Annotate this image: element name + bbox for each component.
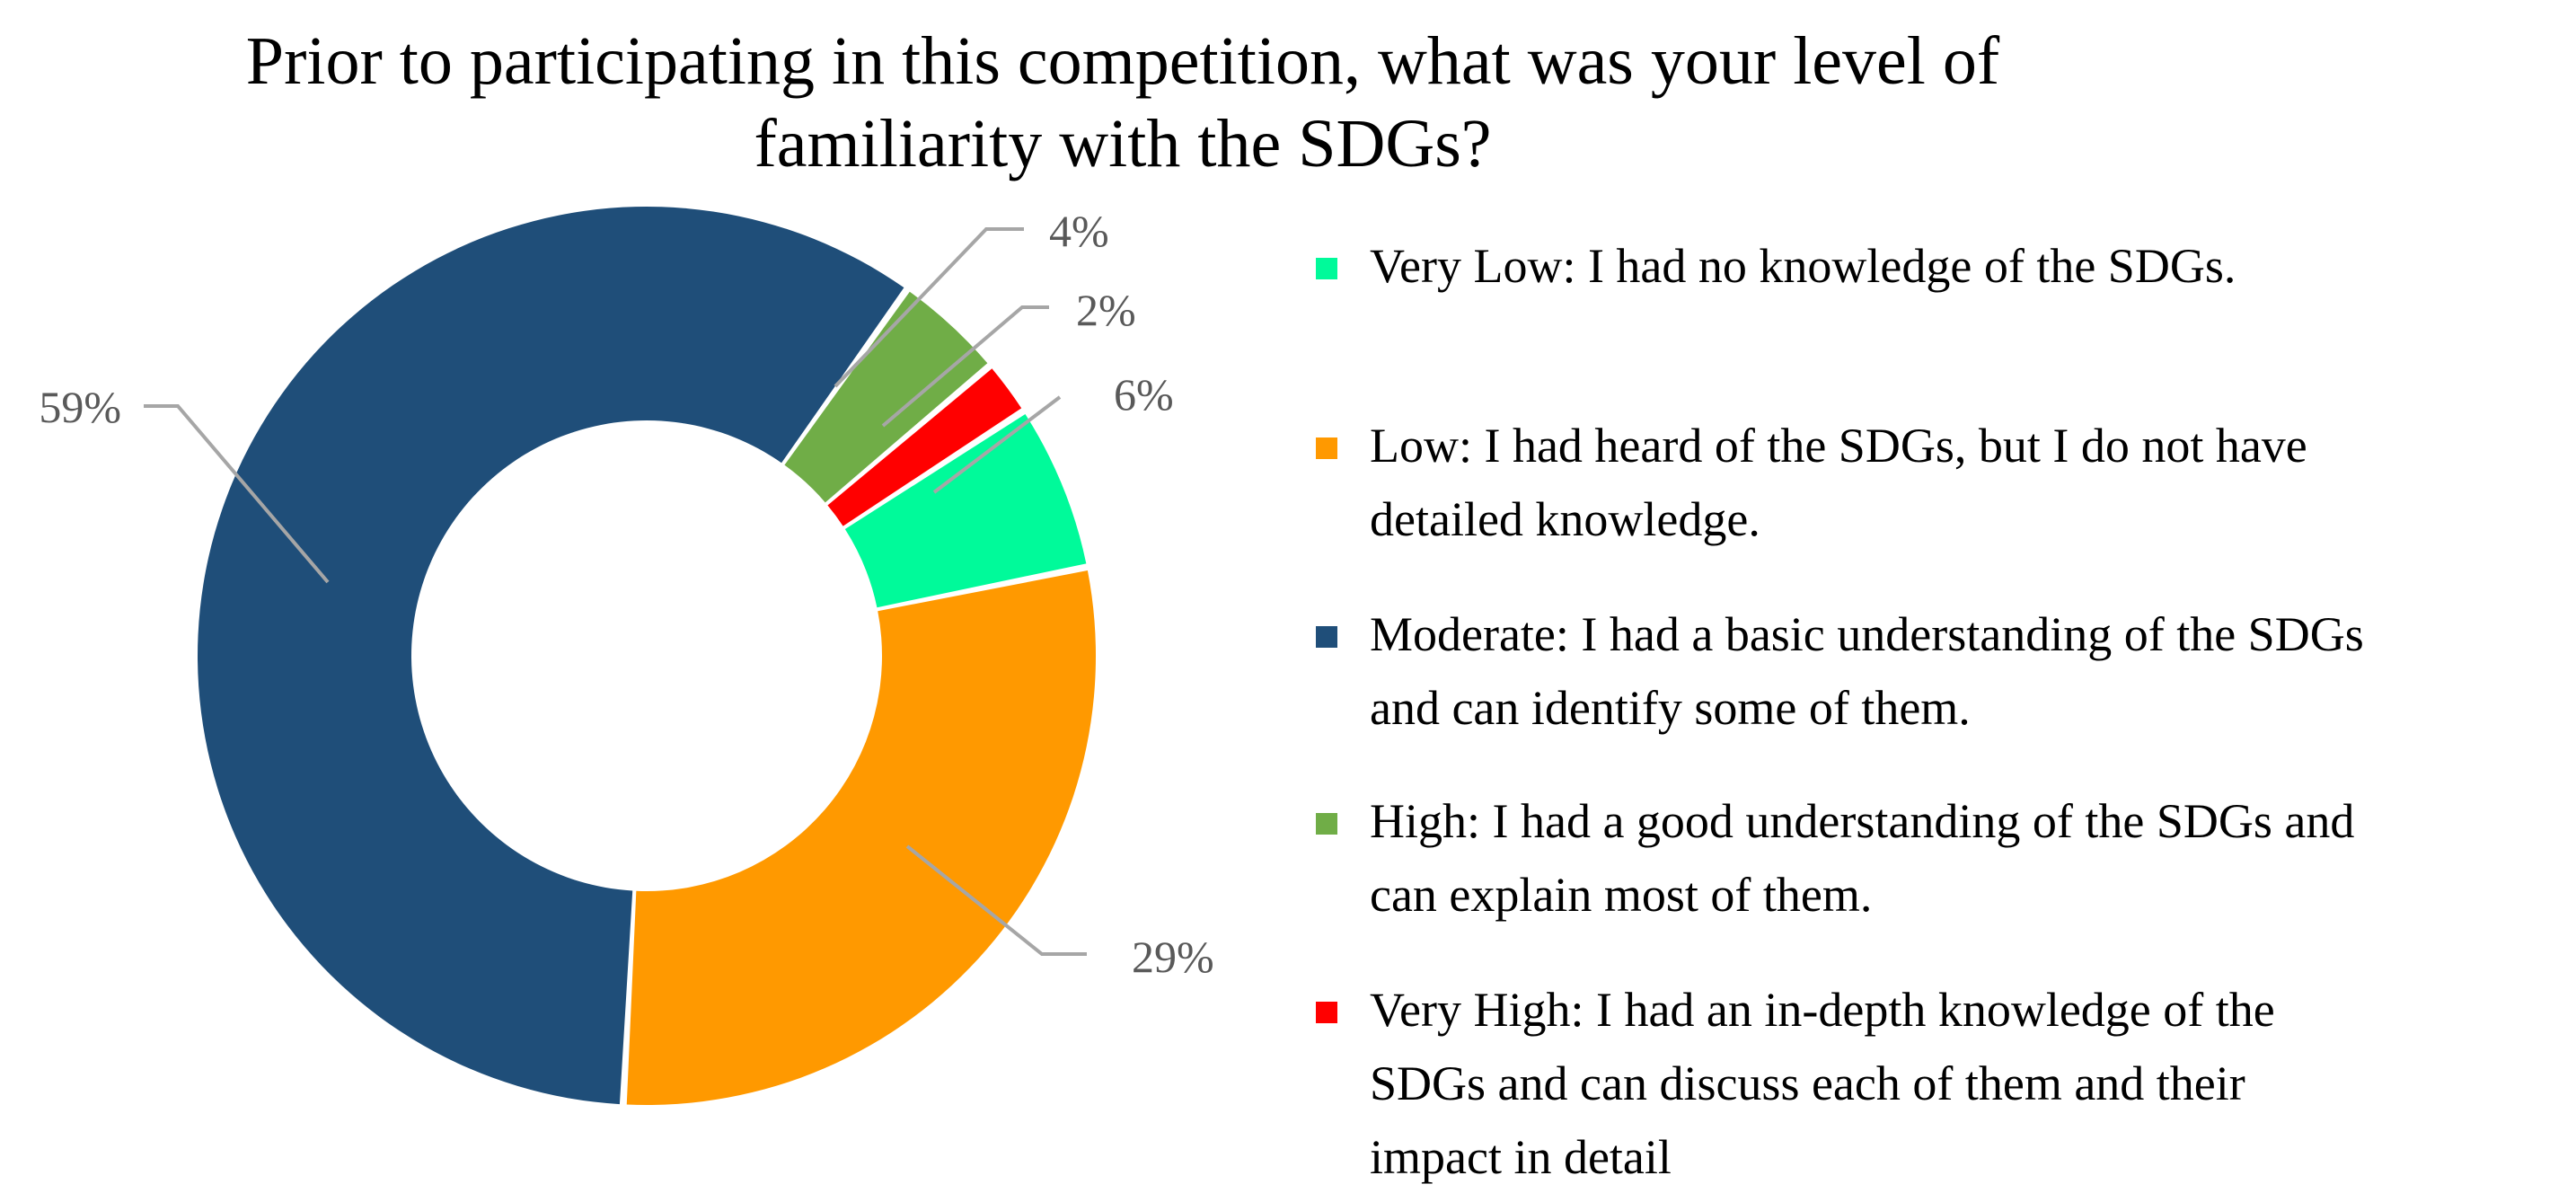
leader-line-4 xyxy=(834,227,1024,388)
legend-swatch xyxy=(1316,258,1337,279)
legend-item-1: Very Low: I had no knowledge of the SDGs… xyxy=(1316,229,2564,303)
legend-text-line: Very High: I had an in-depth knowledge o… xyxy=(1370,983,2275,1037)
donut-slice-5 xyxy=(827,368,1022,526)
donut-slice-4 xyxy=(784,291,988,503)
donut-slices xyxy=(198,206,1096,1105)
legend-swatch xyxy=(1316,437,1337,459)
leader-line-3 xyxy=(144,404,330,584)
legend-item-3: Moderate: I had a basic understanding of… xyxy=(1316,597,2564,745)
legend-text-line: and can identify some of them. xyxy=(1370,681,1971,735)
legend-text-line: can explain most of them. xyxy=(1370,868,1873,922)
legend-swatch xyxy=(1316,1002,1337,1023)
legend-item-4: High: I had a good understanding of the … xyxy=(1316,784,2564,932)
data-labels: 6% 29% 59% 4% 2% xyxy=(39,206,1213,982)
data-label-1: 6% xyxy=(1114,369,1174,420)
chart-title: Prior to participating in this competiti… xyxy=(180,20,2066,185)
legend-swatch xyxy=(1316,813,1337,835)
legend-text-line: impact in detail xyxy=(1370,1130,1672,1184)
data-label-2: 29% xyxy=(1132,932,1214,982)
legend-text-line: Low: I had heard of the SDGs, but I do n… xyxy=(1370,419,2307,473)
data-label-3: 59% xyxy=(39,382,121,432)
legend-text-line: detailed knowledge. xyxy=(1370,492,1760,546)
legend-item-5: Very High: I had an in-depth knowledge o… xyxy=(1316,973,2564,1194)
leader-lines xyxy=(144,227,1087,956)
legend-text-line: Moderate: I had a basic understanding of… xyxy=(1370,607,2364,661)
donut-slice-1 xyxy=(844,413,1087,608)
legend-item-2: Low: I had heard of the SDGs, but I do n… xyxy=(1316,409,2564,556)
chart-title-text: Prior to participating in this competiti… xyxy=(245,23,2000,181)
legend-text-line: SDGs and can discuss each of them and th… xyxy=(1370,1056,2245,1110)
donut-slice-2 xyxy=(626,570,1096,1105)
legend-swatch xyxy=(1316,626,1337,648)
legend-text-line: High: I had a good understanding of the … xyxy=(1370,794,2355,848)
leader-line-5 xyxy=(881,305,1049,428)
leader-line-1 xyxy=(932,395,1062,494)
data-label-5: 2% xyxy=(1076,285,1136,335)
donut-slice-3 xyxy=(198,206,904,1105)
legend-text-line: Very Low: I had no knowledge of the SDGs… xyxy=(1370,239,2236,293)
data-label-4: 4% xyxy=(1049,206,1109,256)
leader-line-2 xyxy=(905,844,1087,956)
